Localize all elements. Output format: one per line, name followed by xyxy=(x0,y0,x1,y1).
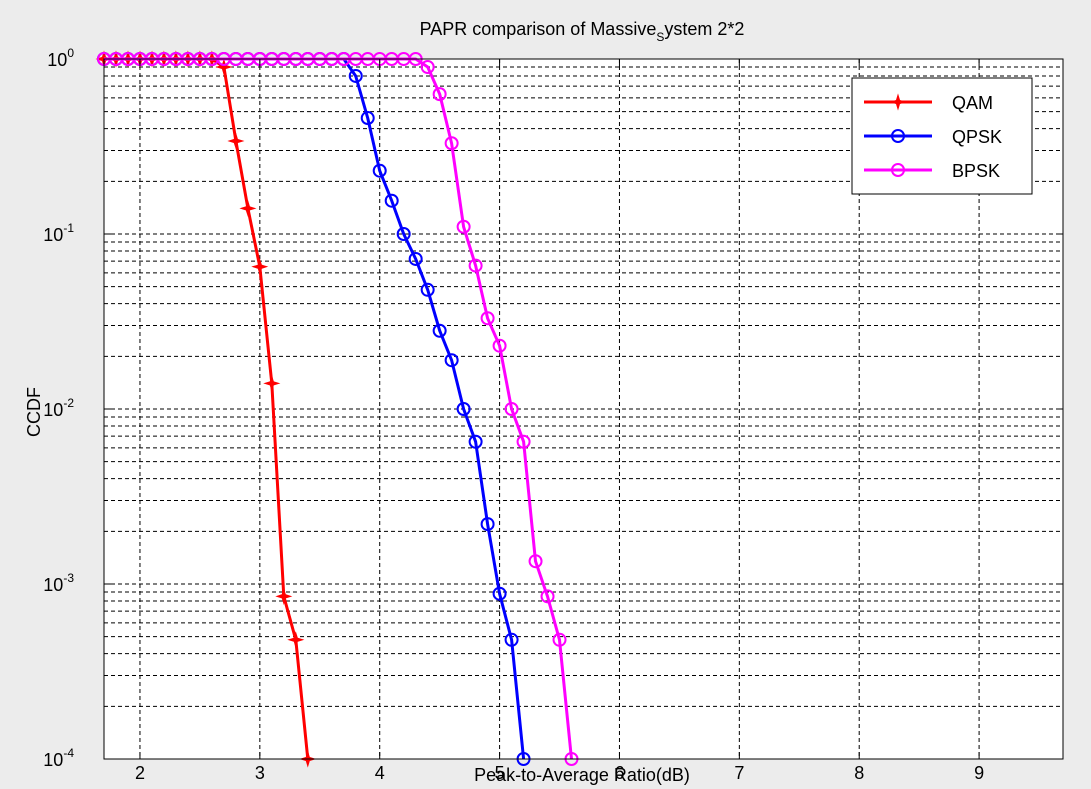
legend-item-bpsk: BPSK xyxy=(864,161,1000,181)
data-point-qam xyxy=(287,631,305,649)
data-point-bpsk xyxy=(468,258,483,273)
data-point-qpsk xyxy=(360,111,375,126)
data-point-bpsk xyxy=(480,311,495,326)
x-tick-label: 4 xyxy=(375,763,385,783)
legend-marker xyxy=(891,163,905,177)
x-tick-label: 8 xyxy=(854,763,864,783)
y-axis-label: CCDF xyxy=(24,387,44,437)
data-point-qpsk xyxy=(348,68,363,83)
y-tick-label: 10-1 xyxy=(43,221,74,245)
data-point-qpsk xyxy=(480,517,495,532)
x-tick-label: 6 xyxy=(614,763,624,783)
data-point-bpsk xyxy=(540,589,555,604)
data-point-qam xyxy=(275,587,293,605)
legend-label: BPSK xyxy=(952,161,1000,181)
x-tick-label: 7 xyxy=(734,763,744,783)
x-tick-label: 3 xyxy=(255,763,265,783)
legend-label: QAM xyxy=(952,93,993,113)
x-tick-label: 5 xyxy=(495,763,505,783)
legend-marker xyxy=(889,93,907,111)
data-point-qam xyxy=(239,199,257,217)
data-point-qpsk xyxy=(468,434,483,449)
data-point-qpsk xyxy=(504,632,519,647)
x-tick-label: 9 xyxy=(974,763,984,783)
y-tick-label: 10-4 xyxy=(43,746,74,770)
data-point-qpsk xyxy=(384,193,399,208)
data-point-bpsk xyxy=(492,338,507,353)
legend-item-qpsk: QPSK xyxy=(864,127,1002,147)
data-point-bpsk xyxy=(552,632,567,647)
data-point-qam xyxy=(263,374,281,392)
data-point-qam xyxy=(251,258,269,276)
data-point-qpsk xyxy=(420,282,435,297)
data-point-qam xyxy=(215,58,233,76)
legend-marker xyxy=(891,129,905,143)
data-point-bpsk xyxy=(444,136,459,151)
data-point-qpsk xyxy=(492,586,507,601)
x-tick-label: 2 xyxy=(135,763,145,783)
data-point-qpsk xyxy=(372,163,387,178)
y-tick-label: 10-2 xyxy=(43,396,74,420)
legend: QAM QPSK BPSK xyxy=(851,77,1033,195)
data-point-bpsk xyxy=(528,554,543,569)
data-point-qpsk xyxy=(444,353,459,368)
data-point-bpsk xyxy=(432,87,447,102)
legend-label: QPSK xyxy=(952,127,1002,147)
data-point-bpsk xyxy=(456,219,471,234)
x-axis-label: Peak-to-Average Ratio(dB) xyxy=(474,765,690,785)
data-point-qpsk xyxy=(456,402,471,416)
data-point-qpsk xyxy=(408,251,423,266)
data-point-bpsk xyxy=(420,60,435,75)
data-point-qpsk xyxy=(432,323,447,338)
y-tick-label: 100 xyxy=(47,46,74,70)
data-point-bpsk xyxy=(504,402,519,416)
y-tick-label: 10-3 xyxy=(43,571,74,595)
data-point-qpsk xyxy=(396,227,411,241)
legend-item-qam: QAM xyxy=(864,93,993,113)
data-point-qam xyxy=(227,132,245,150)
chart-title: PAPR comparison of MassiveSystem 2*2 xyxy=(420,19,745,44)
data-point-bpsk xyxy=(516,434,531,449)
